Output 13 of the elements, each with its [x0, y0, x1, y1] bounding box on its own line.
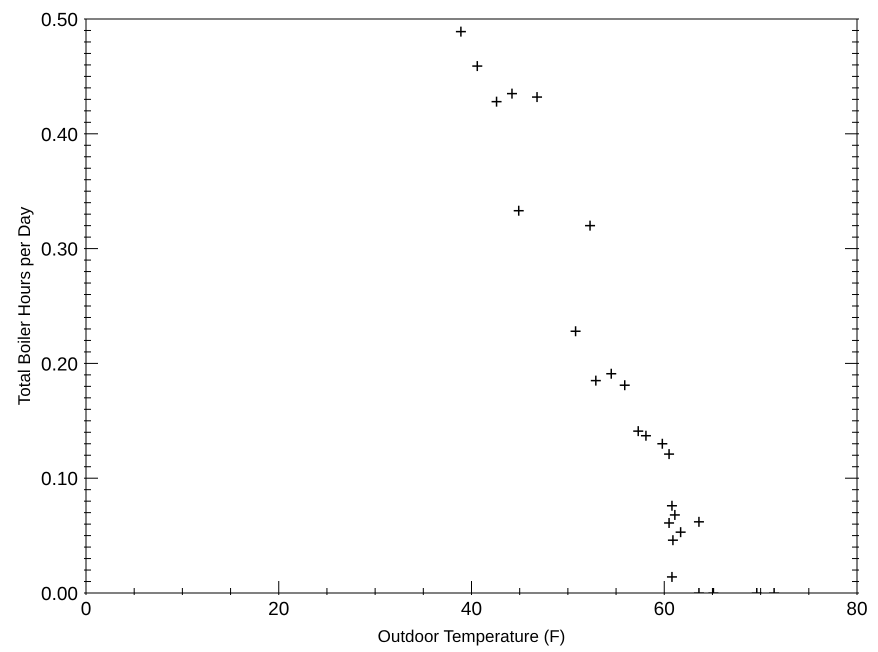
- x-tick-label: 40: [460, 599, 482, 620]
- x-tick-label: 0: [80, 599, 92, 620]
- x-tick-label: 60: [654, 599, 675, 620]
- x-tick-label: 80: [846, 599, 868, 620]
- y-tick-label: 0.00: [41, 584, 78, 605]
- y-tick-label: 0.10: [41, 469, 78, 490]
- y-axis-title: Total Boiler Hours per Day: [15, 206, 34, 406]
- y-tick-label: 0.40: [41, 124, 78, 146]
- y-tick-label: 0.30: [41, 240, 78, 261]
- x-tick-label: 20: [268, 599, 290, 620]
- x-axis-title: Outdoor Temperature (F): [378, 627, 566, 646]
- y-tick-label: 0.50: [41, 10, 78, 31]
- y-tick-label: 0.20: [41, 354, 78, 376]
